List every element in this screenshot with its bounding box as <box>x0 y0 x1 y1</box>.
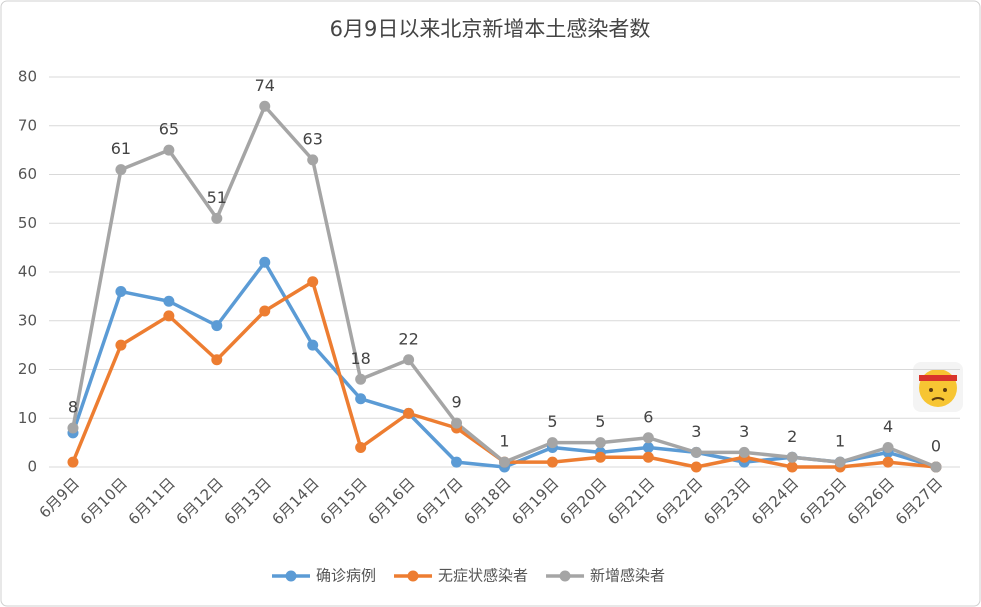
data-label: 1 <box>499 432 509 451</box>
data-point <box>546 437 558 449</box>
y-tick-label: 40 <box>18 263 37 281</box>
data-point <box>355 393 367 405</box>
y-tick-label: 0 <box>27 458 37 476</box>
data-point <box>594 451 606 463</box>
y-tick-label: 20 <box>18 360 37 378</box>
data-point <box>451 417 463 429</box>
data-point <box>930 461 942 473</box>
data-label: 51 <box>207 188 227 207</box>
data-point <box>403 354 415 366</box>
legend-marker <box>407 570 419 582</box>
data-point <box>211 320 223 332</box>
data-point <box>163 295 175 307</box>
data-point <box>642 432 654 444</box>
y-tick-label: 50 <box>18 214 37 232</box>
data-point <box>642 442 654 453</box>
data-label: 0 <box>931 437 941 456</box>
data-point <box>355 442 367 453</box>
data-label: 3 <box>691 422 701 441</box>
data-label: 8 <box>68 398 78 417</box>
data-label: 9 <box>451 393 461 412</box>
data-point <box>882 456 894 468</box>
legend-label: 确诊病例 <box>316 567 376 585</box>
data-point <box>403 407 415 419</box>
y-tick-label: 70 <box>18 116 37 134</box>
data-point <box>259 256 271 268</box>
data-point <box>307 339 319 351</box>
data-point <box>211 354 223 366</box>
data-label: 3 <box>739 422 749 441</box>
emoji <box>913 362 963 412</box>
data-point <box>355 373 367 385</box>
data-point <box>259 100 271 112</box>
data-point <box>690 461 702 473</box>
data-point <box>690 446 702 458</box>
legend-label: 无症状感染者 <box>438 567 528 585</box>
data-point <box>834 456 846 468</box>
data-label: 65 <box>159 120 179 139</box>
data-point <box>67 422 79 434</box>
legend-marker <box>285 570 297 582</box>
data-point <box>738 446 750 458</box>
data-point <box>115 339 127 351</box>
data-point <box>786 461 798 473</box>
data-point <box>642 451 654 463</box>
data-point <box>307 276 319 288</box>
data-point <box>882 442 894 453</box>
data-point <box>211 212 223 224</box>
data-point <box>499 456 510 468</box>
data-point <box>163 144 175 156</box>
legend-marker <box>559 570 571 582</box>
data-label: 18 <box>350 349 370 368</box>
data-point <box>163 310 175 322</box>
chart-title: 6月9日以来北京新增本土感染者数 <box>330 17 651 41</box>
data-point <box>594 437 606 449</box>
data-point <box>307 154 319 166</box>
y-tick-label: 60 <box>18 165 37 183</box>
data-label: 63 <box>303 129 323 148</box>
data-point <box>115 164 127 176</box>
data-point <box>786 451 798 463</box>
y-tick-label: 10 <box>18 409 37 427</box>
y-tick-label: 30 <box>18 311 37 329</box>
data-point <box>451 456 463 468</box>
data-point <box>67 456 79 468</box>
data-label: 1 <box>835 432 845 451</box>
legend-label: 新增感染者 <box>590 567 665 585</box>
data-point <box>115 286 127 297</box>
data-label: 61 <box>111 139 131 158</box>
data-label: 2 <box>787 427 797 446</box>
data-label: 6 <box>643 407 653 426</box>
data-label: 4 <box>883 417 893 436</box>
data-label: 22 <box>398 329 418 348</box>
data-point <box>546 456 558 468</box>
y-tick-label: 80 <box>18 68 37 86</box>
data-label: 5 <box>595 412 605 431</box>
data-label: 5 <box>547 412 557 431</box>
data-point <box>259 305 271 317</box>
data-label: 74 <box>255 76 275 95</box>
